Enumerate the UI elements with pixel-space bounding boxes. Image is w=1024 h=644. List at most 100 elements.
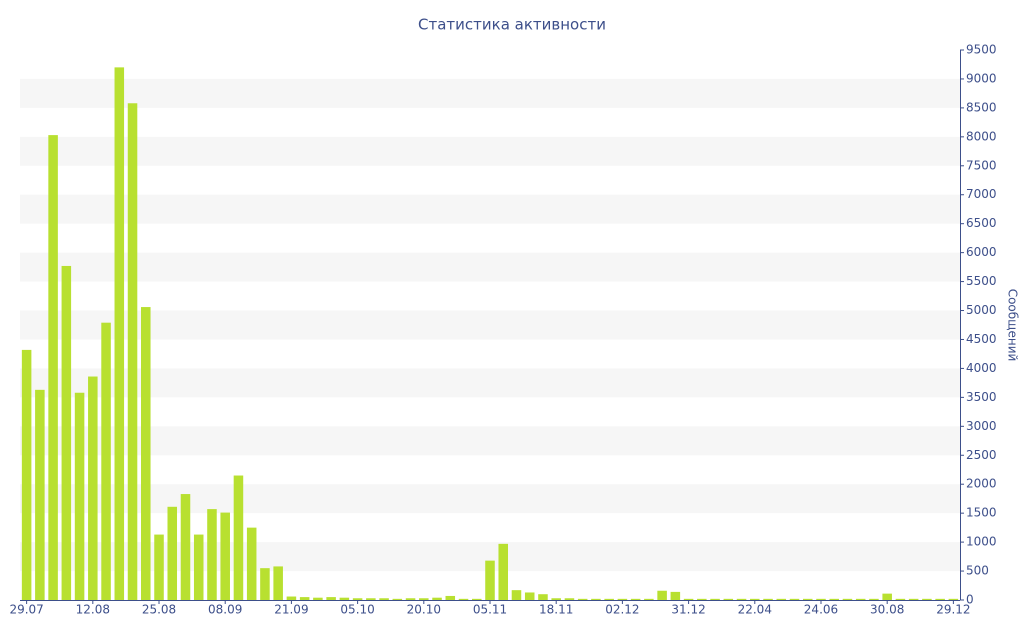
grid-band — [20, 78, 960, 108]
bar — [101, 322, 111, 600]
bar — [141, 307, 151, 600]
bar — [220, 512, 230, 600]
bar — [816, 598, 826, 600]
bar — [750, 598, 760, 600]
y-tick-label: 6500 — [966, 216, 997, 230]
bar — [352, 598, 363, 600]
bar — [882, 593, 892, 600]
bar — [524, 592, 535, 600]
y-tick-label: 8000 — [966, 129, 997, 143]
grid-band — [20, 484, 960, 514]
bar — [498, 543, 509, 600]
y-tick-label: 4500 — [966, 332, 997, 346]
bars — [21, 67, 959, 601]
bar — [246, 527, 257, 600]
bar — [167, 506, 178, 600]
y-axis-label: Сообщений — [1006, 289, 1020, 362]
bar — [644, 598, 654, 600]
x-tick-label: 12.08 — [76, 603, 110, 617]
x-tick-label: 24.06 — [804, 603, 838, 617]
bar — [670, 591, 681, 600]
y-tick-label: 6000 — [966, 245, 997, 259]
bar — [154, 534, 164, 600]
bar — [21, 349, 32, 600]
bar — [193, 534, 204, 600]
bar — [485, 560, 495, 600]
bar — [948, 598, 959, 600]
bar — [366, 598, 376, 600]
bar — [273, 566, 283, 600]
y-tick-label: 5500 — [966, 274, 997, 288]
bar — [313, 597, 323, 600]
y-tick-label: 7500 — [966, 158, 997, 172]
bar — [869, 598, 879, 600]
bar — [683, 598, 694, 600]
bar — [48, 135, 58, 600]
y-tick-label: 1000 — [966, 535, 997, 549]
y-tick-label: 3500 — [966, 390, 997, 404]
bar — [855, 598, 866, 600]
y-tick-label: 2500 — [966, 448, 997, 462]
bar — [710, 598, 720, 600]
bar — [657, 590, 667, 600]
bar — [299, 597, 310, 600]
y-tick-label: 2000 — [966, 477, 997, 491]
bar — [127, 103, 138, 601]
bar — [471, 598, 482, 600]
bar — [432, 597, 442, 600]
y-tick-label: 4000 — [966, 361, 997, 375]
grid-band — [20, 194, 960, 224]
bar — [419, 598, 429, 600]
grid-band — [20, 136, 960, 166]
bar — [829, 598, 839, 600]
bar — [842, 598, 853, 600]
bar — [935, 598, 945, 600]
bar — [379, 598, 389, 600]
x-tick-label: 20.10 — [407, 603, 441, 617]
x-tick-label: 31.12 — [671, 603, 705, 617]
y-tick-label: 500 — [966, 564, 989, 578]
bar — [564, 598, 575, 600]
grid-band — [20, 426, 960, 456]
bar — [207, 509, 217, 600]
bar — [630, 598, 641, 600]
x-tick-label: 18.11 — [539, 603, 573, 617]
bar — [445, 595, 456, 600]
bar — [405, 598, 416, 600]
bar — [591, 598, 601, 600]
bar — [392, 598, 403, 600]
bar — [723, 598, 734, 600]
x-tick-label: 05.11 — [473, 603, 507, 617]
bar — [617, 598, 628, 600]
x-tick-label: 29.12 — [936, 603, 970, 617]
grid-band — [20, 252, 960, 282]
bar — [776, 598, 787, 600]
bar — [260, 568, 270, 600]
x-tick-label: 02.12 — [605, 603, 639, 617]
y-tick-label: 9000 — [966, 71, 997, 85]
bar — [789, 598, 800, 600]
bar — [604, 598, 614, 600]
x-tick-label: 30.08 — [870, 603, 904, 617]
y-tick-label: 8500 — [966, 100, 997, 114]
y-tick-label: 9500 — [966, 43, 997, 57]
y-tick-label: 3000 — [966, 419, 997, 433]
bar — [326, 597, 336, 600]
bar — [35, 389, 45, 600]
grid-bands — [20, 78, 960, 572]
x-tick-label: 05.10 — [340, 603, 374, 617]
x-tick-label: 29.07 — [9, 603, 43, 617]
bar — [88, 376, 98, 600]
bar — [511, 590, 522, 600]
bar — [180, 494, 191, 600]
chart-title: Статистика активности — [418, 16, 606, 34]
grid-band — [20, 310, 960, 340]
bar — [697, 598, 707, 600]
bar — [114, 67, 125, 601]
x-tick-label: 08.09 — [208, 603, 242, 617]
bar — [922, 598, 932, 600]
bar — [736, 598, 747, 600]
grid-band — [20, 368, 960, 398]
bar — [339, 597, 350, 600]
